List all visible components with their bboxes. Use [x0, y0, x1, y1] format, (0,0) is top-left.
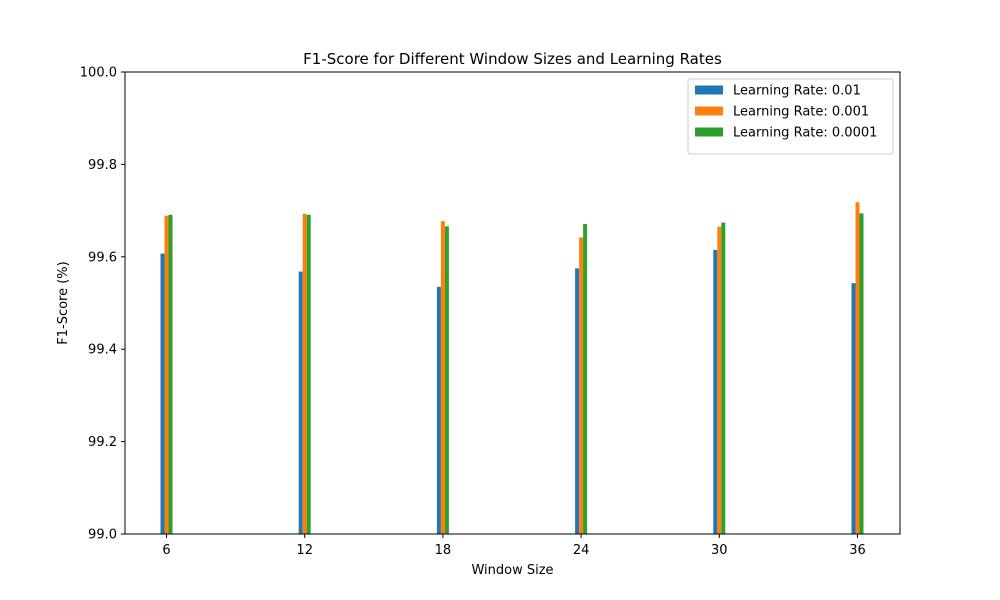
- legend-label: Learning Rate: 0.01: [733, 84, 861, 99]
- y-tick-label: 99.4: [88, 343, 117, 358]
- y-tick-label: 99.0: [88, 528, 117, 543]
- bar: [302, 213, 307, 534]
- bar: [298, 271, 303, 534]
- bar: [436, 286, 441, 534]
- bar: [717, 226, 722, 534]
- x-tick-label: 36: [849, 543, 866, 558]
- bar: [855, 202, 860, 534]
- legend-swatch: [695, 85, 723, 95]
- bars-layer: [160, 202, 864, 535]
- bar: [440, 221, 445, 535]
- x-tick-label: 18: [435, 543, 452, 558]
- y-axis-label: F1-Score (%): [56, 261, 71, 344]
- bar: [583, 224, 588, 534]
- bar: [851, 283, 856, 534]
- bar: [168, 214, 173, 534]
- x-tick-label: 6: [162, 543, 170, 558]
- y-tick-label: 99.2: [88, 435, 117, 450]
- legend-label: Learning Rate: 0.0001: [733, 126, 877, 141]
- bar: [444, 226, 449, 534]
- bar: [721, 222, 726, 535]
- bar: [160, 253, 165, 534]
- plot-frame: [124, 71, 901, 535]
- y-tick-label: 99.8: [88, 158, 117, 173]
- bar: [859, 213, 864, 534]
- y-tick-label: 100.0: [80, 66, 117, 81]
- legend-box: [687, 78, 894, 155]
- x-axis-label: Window Size: [471, 563, 553, 578]
- bar: [713, 249, 718, 534]
- x-tick-label: 12: [296, 543, 313, 558]
- bar: [575, 268, 580, 534]
- y-axis: 99.0 99.2 99.4 99.6 99.8 100.0: [80, 66, 125, 543]
- bar: [164, 215, 169, 534]
- chart-title: F1-Score for Different Window Sizes and …: [303, 50, 722, 68]
- legend-label: Learning Rate: 0.001: [733, 105, 869, 120]
- legend-swatch: [695, 106, 723, 116]
- legend-swatch: [695, 127, 723, 137]
- x-axis: 6 12 18 24 30 36: [162, 534, 866, 558]
- x-tick-label: 24: [573, 543, 590, 558]
- bar: [306, 214, 311, 534]
- y-tick-label: 99.6: [88, 250, 117, 265]
- legend: Learning Rate: 0.01 Learning Rate: 0.001 L…: [687, 78, 894, 155]
- x-tick-label: 30: [711, 543, 728, 558]
- bar: [579, 237, 584, 534]
